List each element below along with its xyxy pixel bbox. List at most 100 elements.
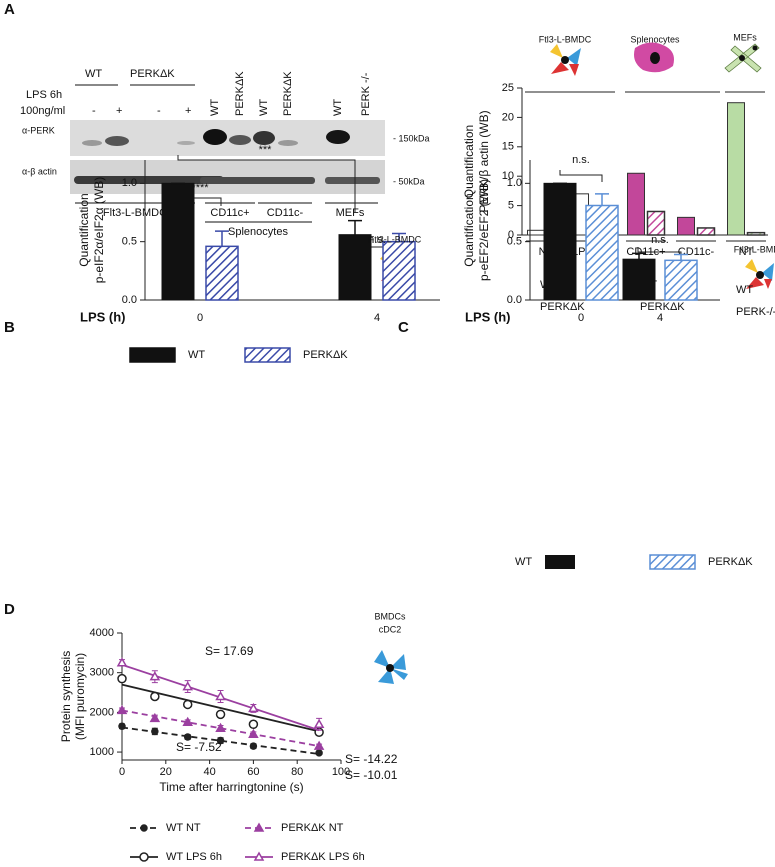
cell-label: Ftl3-L-BMDC bbox=[734, 244, 775, 254]
y-tick-label: 0.0 bbox=[122, 294, 137, 306]
bar bbox=[543, 182, 577, 301]
y-axis-label: Quantification bbox=[462, 193, 476, 266]
x-tick-label: 60 bbox=[247, 766, 259, 778]
genotype: WT bbox=[85, 68, 102, 80]
size-marker: - 50kDa bbox=[393, 176, 425, 186]
bar bbox=[585, 204, 619, 301]
error-bar bbox=[392, 232, 406, 242]
cell-label: Ftl3-L-BMDC bbox=[369, 234, 422, 244]
y-axis-label: (MFI puromycin) bbox=[73, 653, 87, 740]
source: Flt3-L-BMDC bbox=[103, 207, 167, 219]
x-tick-label: 20 bbox=[160, 766, 172, 778]
point bbox=[183, 733, 192, 741]
legend-label: WT LPS 6h bbox=[166, 851, 222, 863]
group-label: WT bbox=[736, 284, 753, 296]
y-tick-label: 2000 bbox=[90, 706, 114, 718]
legend-label: PERKΔK bbox=[708, 556, 753, 568]
point bbox=[313, 718, 325, 729]
x-tick-label: 0 bbox=[578, 312, 584, 324]
point bbox=[149, 712, 161, 723]
point bbox=[315, 749, 323, 757]
point bbox=[215, 709, 226, 720]
x-tick-label: 0 bbox=[197, 312, 203, 324]
point bbox=[248, 702, 259, 713]
y-tick-label: 0.5 bbox=[122, 236, 137, 248]
y-tick-label: 0 bbox=[508, 229, 514, 241]
bar bbox=[622, 258, 656, 301]
legend-marker bbox=[139, 852, 149, 862]
lane: WT bbox=[258, 99, 270, 116]
error-bar bbox=[595, 193, 609, 206]
cell-label: MEFs bbox=[733, 32, 757, 42]
legend-swatch bbox=[649, 554, 696, 570]
lane: PERK -/- bbox=[360, 72, 372, 116]
x-tick-label: 0 bbox=[119, 766, 125, 778]
legend-label: WT bbox=[515, 556, 532, 568]
annotation: S= -7.52 bbox=[176, 740, 222, 754]
cell-label: Ftl3-L-BMDC bbox=[539, 34, 592, 44]
size-marker: - 150kDa bbox=[393, 133, 430, 143]
group-label: PERKΔK bbox=[640, 301, 685, 313]
group-label: PERKΔK bbox=[540, 301, 585, 313]
panel-letter: D bbox=[4, 601, 15, 618]
point bbox=[182, 699, 193, 710]
bar bbox=[646, 210, 666, 236]
point bbox=[151, 727, 159, 736]
y-tick-label: 20 bbox=[502, 111, 514, 123]
x-tick-label: CD11c- bbox=[678, 246, 715, 258]
bar bbox=[727, 102, 745, 236]
treatment: LPS 6h bbox=[26, 89, 62, 101]
legend-label: PERKΔK bbox=[303, 349, 348, 361]
annotation: n.s. bbox=[368, 234, 386, 246]
legend-swatch bbox=[129, 347, 176, 363]
y-tick-label: 1000 bbox=[90, 746, 114, 758]
point bbox=[215, 722, 226, 732]
lane: WT bbox=[332, 99, 344, 116]
legend-swatch bbox=[545, 555, 575, 569]
blot: WT PERKΔK LPS 6h 100ng/ml - + - + WT PER… bbox=[20, 68, 430, 238]
panel-letter: B bbox=[4, 319, 15, 336]
antibody: α-β actin bbox=[22, 166, 57, 176]
annotation: S= -10.01 bbox=[345, 768, 398, 782]
point bbox=[216, 736, 225, 745]
legend-label: PERKΔK NT bbox=[281, 822, 344, 834]
source: MEFs bbox=[336, 207, 365, 219]
legend-marker bbox=[253, 822, 265, 832]
legend-label: PERKΔK LPS 6h bbox=[281, 851, 365, 863]
y-axis-label: Quantification bbox=[77, 193, 91, 266]
bar bbox=[696, 227, 716, 236]
x-tick-label: 100 bbox=[332, 766, 350, 778]
y-tick-label: 4000 bbox=[90, 627, 114, 639]
point bbox=[313, 740, 325, 750]
tissue: Splenocytes bbox=[228, 226, 288, 238]
group-label: PERK-/- bbox=[736, 306, 775, 318]
sign: - bbox=[157, 105, 161, 117]
sign: + bbox=[185, 105, 191, 117]
y-tick-label: 5 bbox=[508, 200, 514, 212]
x-tick-label: CD11c+ bbox=[626, 246, 665, 258]
x-axis-label: LPS (h) bbox=[465, 309, 511, 324]
y-axis-label: PERK/β actin (WB) bbox=[477, 110, 491, 212]
error-bar bbox=[348, 219, 362, 235]
y-tick-label: 15 bbox=[502, 141, 514, 153]
antibody: α-PERK bbox=[22, 125, 55, 135]
point bbox=[215, 690, 226, 701]
annotation: n.s. bbox=[572, 154, 590, 166]
point bbox=[117, 673, 127, 684]
point bbox=[118, 722, 126, 731]
y-tick-label: 0.5 bbox=[507, 236, 522, 248]
bar bbox=[746, 231, 766, 236]
x-tick-label: 4 bbox=[374, 312, 380, 324]
bar bbox=[627, 172, 645, 236]
y-tick-label: 3000 bbox=[90, 667, 114, 679]
point bbox=[182, 716, 193, 727]
genotype: PERKΔK bbox=[130, 68, 175, 80]
legend-marker bbox=[253, 851, 265, 861]
point bbox=[249, 742, 258, 750]
legend-label: WT NT bbox=[166, 822, 201, 834]
point bbox=[116, 704, 128, 715]
lane: WT bbox=[209, 99, 221, 116]
bar bbox=[161, 182, 195, 301]
x-tick-label: NT bbox=[739, 246, 754, 258]
bar bbox=[677, 216, 695, 236]
